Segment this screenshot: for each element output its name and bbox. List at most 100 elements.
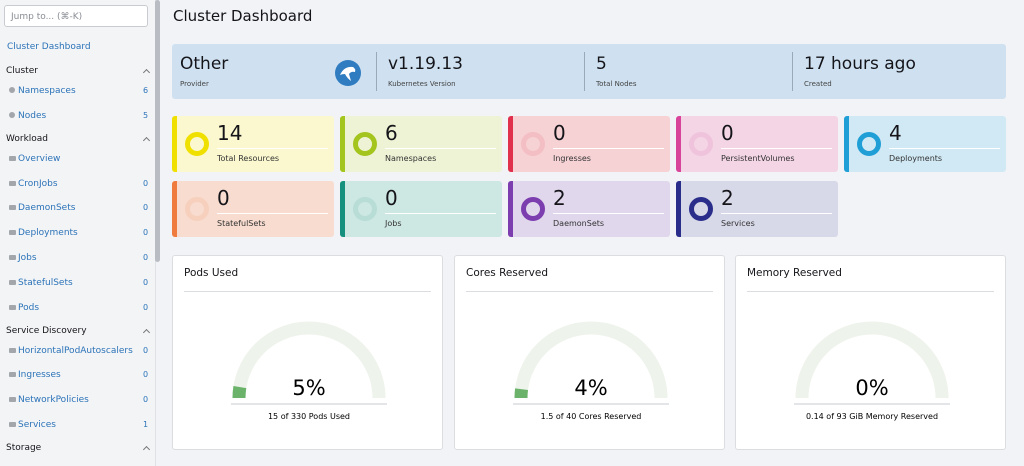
- folder-icon: [9, 230, 16, 236]
- nav-item[interactable]: CronJobs: [9, 178, 58, 190]
- gauge: 4% 1.5 of 40 Cores Reserved: [513, 321, 669, 421]
- summary-item: 5 Total Nodes: [588, 44, 796, 99]
- resource-label: DaemonSets: [553, 219, 605, 228]
- summary-banner: Other Provider v1.19.13 Kubernetes Version 5…: [172, 44, 1006, 99]
- nav-count: 5: [143, 110, 149, 120]
- nav-label: Deployments: [18, 228, 78, 239]
- nav-label: Overview: [18, 153, 61, 164]
- ring-icon: [689, 132, 713, 156]
- nav-item[interactable]: HorizontalPodAutoscalers: [9, 345, 133, 357]
- nav-count: 0: [143, 253, 149, 262]
- color-strip: [676, 181, 681, 237]
- nav-count: 0: [143, 302, 149, 312]
- resource-label: PersistentVolumes: [721, 154, 795, 163]
- resource-label: StatefulSets: [217, 219, 266, 228]
- nav-item[interactable]: NetworkPolicies: [9, 394, 89, 406]
- ring-icon: [185, 132, 209, 156]
- nav-item[interactable]: Namespaces: [9, 85, 76, 97]
- gauge: 5% 15 of 330 Pods Used: [231, 321, 387, 421]
- gauge: 0% 0.14 of 93 GiB Memory Reserved: [794, 321, 950, 421]
- separator: [376, 52, 377, 91]
- resource-card[interactable]: 0 Jobs: [340, 181, 502, 237]
- rule: [553, 148, 664, 149]
- scrollbar[interactable]: [155, 0, 160, 262]
- resource-label: Ingresses: [553, 154, 591, 163]
- separator: [584, 52, 585, 91]
- nav-group[interactable]: Cluster: [6, 66, 38, 76]
- gauge-title: Pods Used: [184, 267, 239, 279]
- rule: [217, 213, 328, 214]
- summary-item: Other Provider: [172, 44, 380, 99]
- nav-item[interactable]: DaemonSets: [9, 202, 75, 214]
- nav-item[interactable]: Services: [9, 419, 56, 431]
- gauge-card: Pods Used 5% 15 of 330 Pods Used: [172, 255, 443, 450]
- separator: [792, 52, 793, 91]
- nav-label: Namespaces: [18, 86, 76, 96]
- rule: [747, 291, 994, 292]
- ring-icon: [857, 132, 881, 156]
- nav-item[interactable]: Deployments: [9, 227, 78, 239]
- gauge-title: Memory Reserved: [747, 267, 842, 279]
- nav-label: CronJobs: [18, 178, 58, 189]
- resource-card[interactable]: 0 StatefulSets: [172, 181, 334, 237]
- gauge-track: [795, 321, 949, 399]
- circle-icon: [9, 87, 15, 93]
- color-strip: [508, 116, 513, 172]
- resource-count: 4: [889, 121, 902, 145]
- summary-value: 5: [596, 54, 607, 74]
- search-input[interactable]: Jump to... (⌘-K): [4, 5, 148, 27]
- nav-item[interactable]: Overview: [9, 153, 60, 165]
- summary-item: 17 hours ago Created: [796, 44, 1004, 99]
- resource-card[interactable]: 0 Ingresses: [508, 116, 670, 172]
- chevron: [142, 68, 151, 77]
- resource-count: 0: [217, 186, 230, 210]
- nav-item[interactable]: StatefulSets: [9, 277, 73, 289]
- ring-icon: [185, 197, 209, 221]
- resource-card[interactable]: 4 Deployments: [844, 116, 1006, 172]
- gauge-card: Cores Reserved 4% 1.5 of 40 Cores Reserved: [454, 255, 725, 450]
- color-strip: [676, 116, 681, 172]
- nav-group[interactable]: Workload: [6, 133, 49, 144]
- nav-label: Ingresses: [18, 370, 61, 381]
- folder-icon: [9, 205, 16, 211]
- ring-icon: [353, 132, 377, 156]
- rule: [889, 148, 1000, 149]
- summary-value: 17 hours ago: [804, 54, 916, 74]
- nav-count: 0: [143, 228, 149, 238]
- nav-group[interactable]: Storage: [6, 443, 42, 453]
- nav-item[interactable]: Ingresses: [9, 369, 61, 381]
- nav-label: Services: [18, 420, 56, 430]
- rule: [721, 213, 832, 214]
- ring: [185, 197, 209, 221]
- folder-icon: [9, 155, 16, 161]
- gauge-caption: 15 of 330 Pods Used: [268, 412, 350, 421]
- nav-label: NetworkPolicies: [18, 395, 89, 406]
- resource-count: 2: [721, 186, 734, 210]
- folder-icon: [9, 347, 16, 353]
- nav-item[interactable]: Nodes: [9, 110, 46, 122]
- resource-card[interactable]: 6 Namespaces: [340, 116, 502, 172]
- rule: [553, 213, 664, 214]
- nav-group[interactable]: Service Discovery: [6, 325, 87, 336]
- nav-item[interactable]: Pods: [9, 302, 39, 314]
- ring: [689, 132, 713, 156]
- nav-count: 1: [143, 420, 149, 429]
- nav-item[interactable]: Jobs: [9, 252, 37, 264]
- nav-link[interactable]: Cluster Dashboard: [7, 42, 91, 52]
- nav-count: 6: [143, 86, 149, 95]
- gauge-title: Cores Reserved: [466, 267, 548, 279]
- resource-label: Deployments: [889, 154, 943, 163]
- resource-card[interactable]: 0 PersistentVolumes: [676, 116, 838, 172]
- resource-count: 0: [721, 121, 734, 145]
- resource-label: Total Resources: [217, 154, 280, 163]
- resource-card[interactable]: 2 DaemonSets: [508, 181, 670, 237]
- summary-label: Total Nodes: [596, 80, 637, 88]
- resource-card[interactable]: 14 Total Resources: [172, 116, 334, 172]
- ring: [521, 132, 545, 156]
- ring: [185, 132, 209, 156]
- resource-card[interactable]: 2 Services: [676, 181, 838, 237]
- ring: [353, 132, 377, 156]
- summary-value: Other: [180, 54, 229, 74]
